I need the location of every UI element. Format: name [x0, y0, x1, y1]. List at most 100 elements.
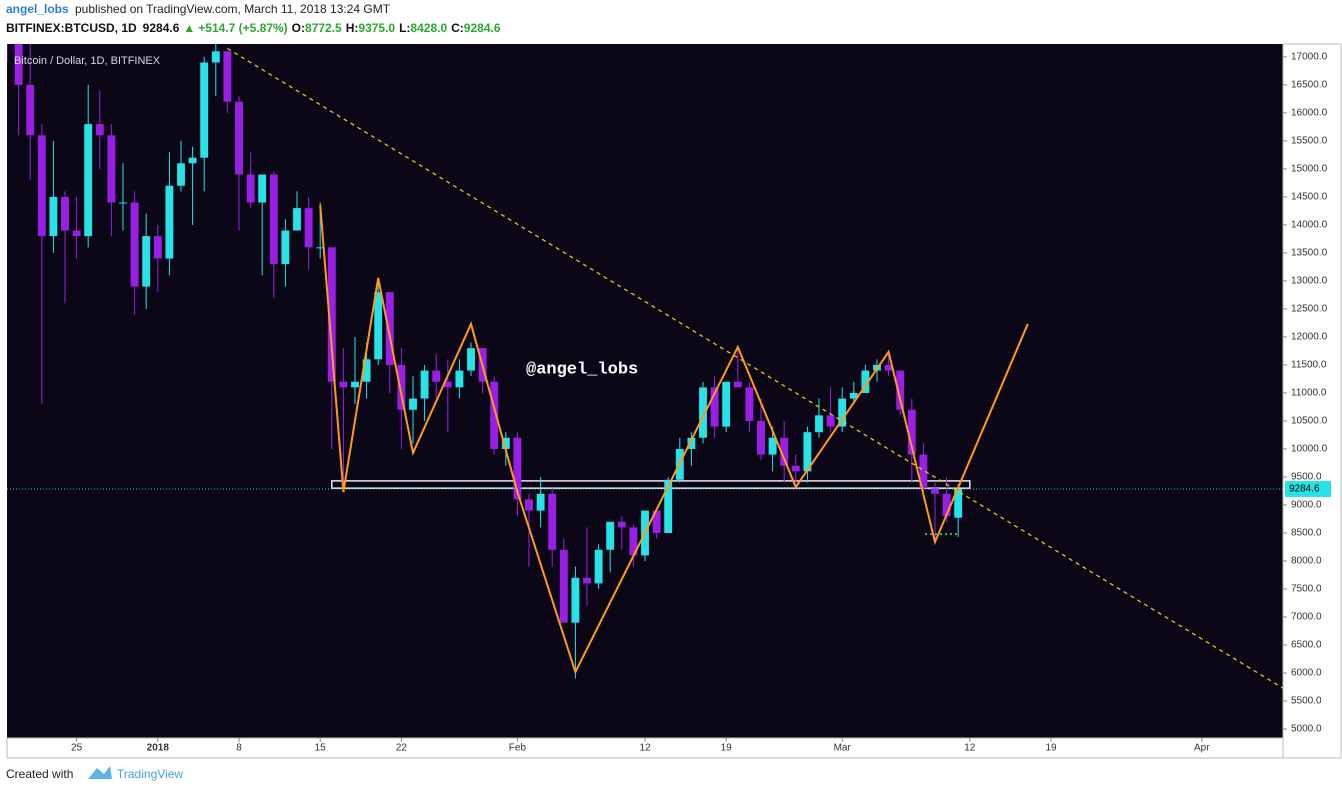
- x-tick-label: Feb: [509, 743, 527, 754]
- candle-body: [919, 454, 928, 489]
- y-tick-label: 9500.0: [1291, 472, 1322, 483]
- candle-body: [119, 202, 127, 204]
- candle-body: [432, 370, 441, 382]
- candle-body: [374, 292, 383, 360]
- candle-body: [559, 549, 568, 623]
- candle-body: [733, 381, 742, 388]
- last-price-box: [1285, 481, 1331, 498]
- x-tick-label: 12: [639, 743, 651, 754]
- support-zone: [331, 480, 971, 489]
- candle-body: [467, 348, 475, 371]
- o-value: 8772.5: [305, 21, 342, 35]
- candle-body: [281, 230, 290, 265]
- x-tick-label: 12: [964, 743, 976, 754]
- symbol: BITFINEX:BTCUSD, 1D: [6, 21, 137, 35]
- candle-body: [849, 392, 858, 399]
- candle-body: [791, 465, 800, 472]
- candle-body: [443, 381, 452, 388]
- candle-body: [780, 437, 789, 466]
- h-label: H:: [346, 21, 359, 35]
- candle-body: [838, 398, 847, 427]
- candle-body: [84, 124, 93, 237]
- candle-body: [130, 202, 139, 287]
- y-tick-label: 6000.0: [1291, 668, 1322, 679]
- candle-body: [757, 420, 765, 455]
- candle-body: [188, 157, 197, 164]
- y-tick-label: 8500.0: [1291, 528, 1322, 539]
- y-tick-label: 13000.0: [1291, 276, 1328, 287]
- candle-body: [200, 62, 209, 158]
- candle-body: [316, 247, 325, 249]
- candle-body: [826, 415, 835, 427]
- y-tick-label: 15000.0: [1291, 164, 1328, 175]
- y-tick-label: 10500.0: [1291, 416, 1328, 427]
- footer-brand[interactable]: TradingView: [117, 767, 183, 781]
- candle-body: [803, 432, 812, 472]
- candle-body: [896, 370, 905, 410]
- candle-body: [420, 370, 429, 399]
- y-tick-label: 14500.0: [1291, 192, 1328, 203]
- author[interactable]: angel_lobs: [6, 2, 69, 16]
- candle-body: [362, 359, 371, 382]
- candle-body: [327, 247, 336, 382]
- candle-body: [768, 437, 777, 455]
- y-tick-label: 11500.0: [1291, 360, 1327, 371]
- candle-body: [699, 387, 707, 438]
- symbol-line: BITFINEX:BTCUSD, 1D 9284.6 ▲ +514.7 (+5.87%…: [6, 21, 501, 35]
- price-axis: [1282, 43, 1342, 759]
- chart-pane: [7, 44, 1283, 738]
- candle-body: [165, 185, 174, 259]
- l-label: L:: [399, 21, 410, 35]
- candle-body: [710, 387, 719, 427]
- zigzag: [319, 204, 1029, 675]
- candle-body: [583, 577, 591, 584]
- y-tick-label: 12000.0: [1291, 332, 1328, 343]
- candle-body: [107, 135, 116, 203]
- chart-title: Bitcoin / Dollar, 1D, BITFINEX: [14, 55, 161, 67]
- candle-body: [258, 174, 267, 203]
- candle-body: [409, 398, 417, 410]
- x-tick-label: 2018: [147, 743, 170, 754]
- candle-body: [304, 208, 313, 248]
- watermark: @angel_lobs: [526, 360, 638, 379]
- x-tick-label: 15: [315, 743, 327, 754]
- candle-body: [153, 236, 162, 259]
- y-tick-label: 6500.0: [1291, 640, 1322, 651]
- candle-body: [687, 437, 696, 449]
- c-value: 9284.6: [464, 21, 501, 35]
- candle-body: [629, 527, 638, 556]
- candle-body: [594, 549, 603, 584]
- o-label: O:: [292, 21, 305, 35]
- candle-body: [606, 521, 615, 550]
- trendline: [227, 47, 1283, 689]
- y-tick-label: 7500.0: [1291, 584, 1322, 595]
- candle-body: [223, 51, 232, 102]
- candle-body: [722, 381, 731, 427]
- candle-body: [95, 124, 104, 136]
- x-tick-label: Mar: [834, 743, 852, 754]
- y-tick-label: 14000.0: [1291, 220, 1328, 231]
- last-price-label: 9284.6: [1289, 484, 1320, 495]
- y-tick-label: 8000.0: [1291, 556, 1322, 567]
- y-tick-label: 10000.0: [1291, 444, 1328, 455]
- up-arrow: ▲: [183, 21, 195, 35]
- candle-body: [815, 415, 823, 433]
- published: published on TradingView.com, March 11, …: [75, 2, 391, 16]
- y-tick-label: 7000.0: [1291, 612, 1322, 623]
- candle-body: [942, 493, 951, 517]
- candle-body: [652, 510, 661, 533]
- y-tick-label: 15500.0: [1291, 136, 1328, 147]
- footer-created: Created with: [6, 767, 73, 781]
- candle-body: [61, 196, 69, 231]
- l-value: 8428.0: [410, 21, 447, 35]
- candle-body: [954, 489, 963, 518]
- candle-body: [49, 196, 58, 237]
- candle-body: [246, 174, 255, 203]
- x-tick-label: 25: [71, 743, 83, 754]
- y-tick-label: 5500.0: [1291, 696, 1322, 707]
- candle-body: [617, 521, 626, 528]
- y-tick-label: 16500.0: [1291, 80, 1328, 91]
- tv-logo[interactable]: [88, 766, 112, 779]
- x-tick-label: 19: [1045, 743, 1057, 754]
- candle-body: [351, 381, 359, 388]
